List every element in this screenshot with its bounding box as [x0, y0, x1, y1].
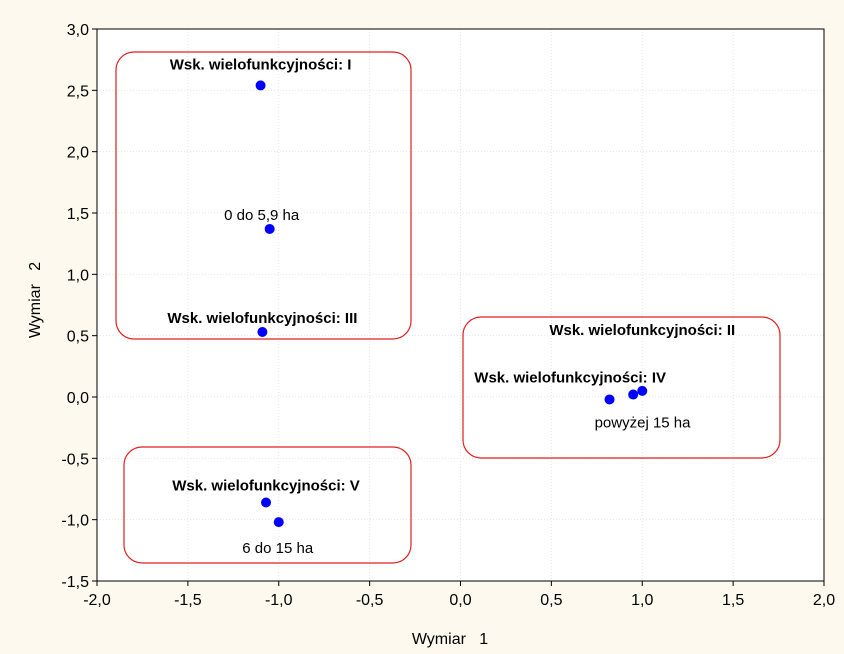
group-boxes: [115, 51, 781, 564]
y-tick-label: -1,0: [61, 513, 89, 530]
point-labels: Wsk. wielofunkcyjności: I 0 do 5,9 ha Wsk.…: [167, 56, 735, 557]
y-tick-label: -1,5: [61, 574, 89, 591]
x-axis-ticks: -2,0 -1,5 -1,0 -0,5 0,0 0,5 1,0 1,5 2,0: [83, 581, 835, 609]
y-axis-ticks: 3,0 2,5 2,0 1,5 1,0 0,5 0,0 -0,5 -1,0 -1,5: [61, 22, 97, 591]
y-tick-label: 1,5: [67, 206, 89, 223]
group-box: [462, 316, 781, 459]
x-tick-label: -0,5: [356, 592, 384, 609]
x-tick-label: -1,5: [174, 592, 202, 609]
data-points: [255, 80, 648, 528]
point-label: Wsk. wielofunkcyjności: III: [167, 310, 357, 327]
point-label: 0 do 5,9 ha: [224, 207, 300, 224]
y-axis-label: Wymiar 2: [27, 262, 44, 338]
x-tick-label: -2,0: [83, 592, 111, 609]
x-tick-label: 0,5: [540, 592, 562, 609]
y-tick-label: 1,0: [67, 267, 89, 284]
x-tick-label: 1,5: [722, 592, 744, 609]
scatter-point: [637, 385, 648, 396]
point-label: 6 do 15 ha: [242, 540, 314, 557]
y-tick-label: 0,5: [67, 329, 89, 346]
y-tick-label: 0,0: [67, 390, 89, 407]
scatter-point: [255, 80, 266, 91]
point-label: powyżej 15 ha: [595, 414, 692, 431]
y-tick-label: 3,0: [67, 22, 89, 39]
x-tick-label: 2,0: [813, 592, 835, 609]
group-box: [123, 446, 412, 564]
x-tick-label: 0,0: [449, 592, 471, 609]
point-label: Wsk. wielofunkcyjności: V: [172, 477, 360, 494]
point-label: Wsk. wielofunkcyjności: I: [170, 56, 352, 73]
group-box: [115, 51, 412, 340]
scatter-point: [273, 517, 284, 528]
y-tick-label: 2,0: [67, 145, 89, 162]
scatter-point: [628, 389, 639, 400]
scatter-point: [261, 497, 272, 508]
x-tick-label: -1,0: [265, 592, 293, 609]
y-tick-label: -0,5: [61, 451, 89, 468]
scatter-point: [264, 223, 275, 234]
x-axis-label: Wymiar 1: [412, 631, 488, 648]
x-tick-label: 1,0: [631, 592, 653, 609]
scatter-point: [257, 326, 268, 337]
y-tick-label: 2,5: [67, 83, 89, 100]
scatter-point: [604, 394, 615, 405]
point-label: Wsk. wielofunkcyjności: IV: [474, 370, 666, 387]
point-label: Wsk. wielofunkcyjności: II: [549, 322, 735, 339]
